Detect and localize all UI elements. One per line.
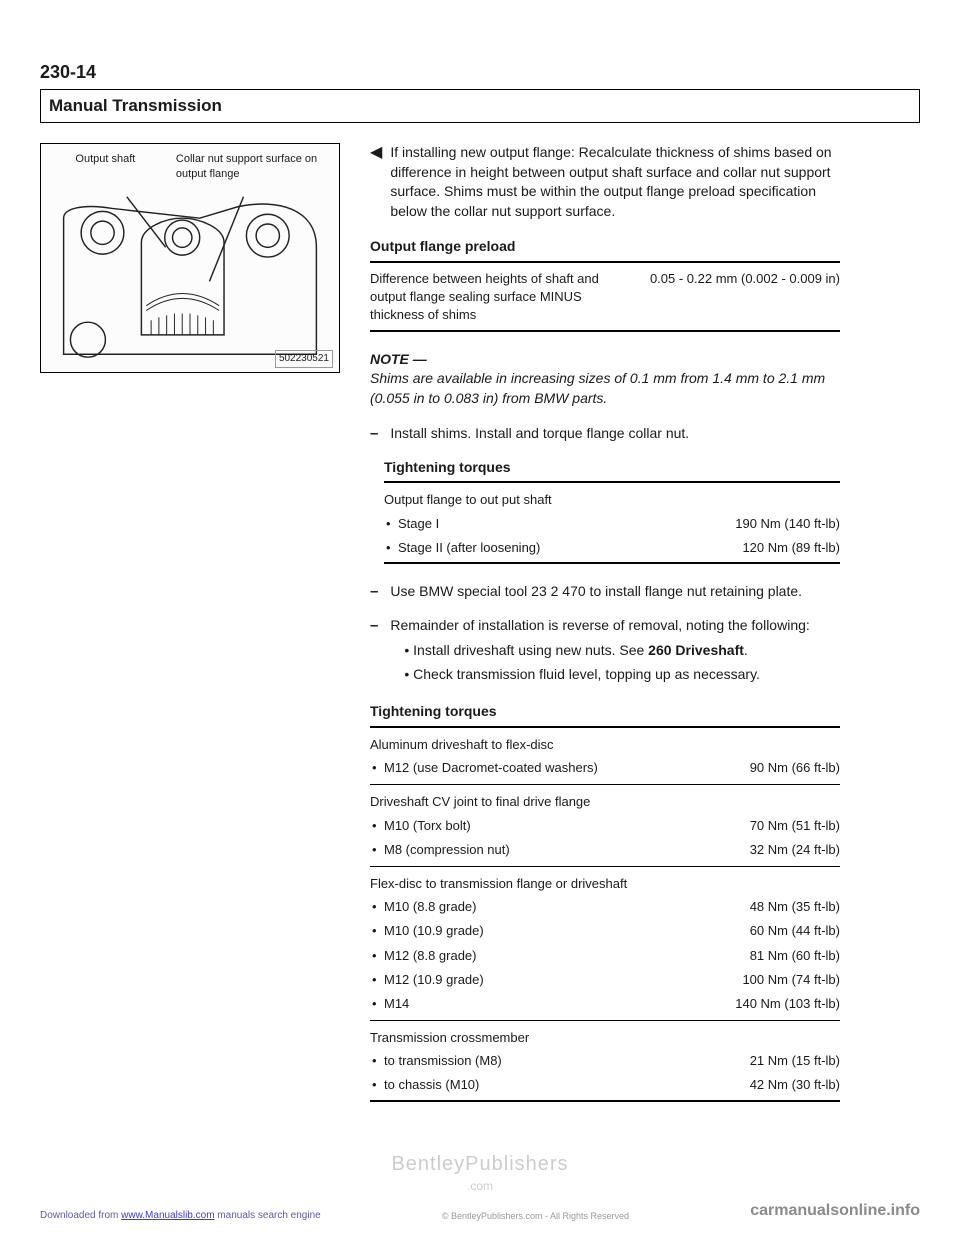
dash-icon: – <box>370 583 378 601</box>
footer-center: © BentleyPublishers.com - All Rights Res… <box>321 1210 750 1223</box>
torque-row: M8 (compression nut)32 Nm (24 ft-lb) <box>370 838 840 862</box>
sub-bullet: Check transmission fluid level, topping … <box>404 665 840 685</box>
watermark-sub: .com <box>40 1178 920 1195</box>
torques1-subhead: Output flange to out put shaft <box>384 487 840 511</box>
figure-id: 502230521 <box>275 350 333 368</box>
dash-icon: – <box>370 617 378 635</box>
dash3-block: Remainder of installation is reverse of … <box>390 616 840 689</box>
torque-row: to transmission (M8)21 Nm (15 ft-lb) <box>370 1049 840 1073</box>
torques1-spec: Tightening torques Output flange to out … <box>370 458 840 564</box>
dash-icon: – <box>370 425 378 443</box>
arrow-paragraph: If installing new output flange: Recalcu… <box>390 143 840 221</box>
page-number: 230-14 <box>40 60 920 85</box>
preload-spec: Output flange preload Difference between… <box>370 237 840 331</box>
torque-row: M10 (Torx bolt)70 Nm (51 ft-lb) <box>370 814 840 838</box>
page-title: Manual Transmission <box>40 89 920 123</box>
torque-row: M12 (8.8 grade)81 Nm (60 ft-lb) <box>370 944 840 968</box>
footer-link[interactable]: www.Manualslib.com <box>121 1210 214 1221</box>
torque-row: to chassis (M10)42 Nm (30 ft-lb) <box>370 1073 840 1097</box>
footer-left: Downloaded from www.Manualslib.com manua… <box>40 1209 321 1223</box>
note-head: NOTE — <box>370 350 840 370</box>
figure-label-left: Output shaft <box>49 152 162 183</box>
torque-row: Stage II (after loosening)120 Nm (89 ft-… <box>384 536 840 560</box>
dash1-text: Install shims. Install and torque flange… <box>390 424 840 444</box>
right-column: ◀ If installing new output flange: Recal… <box>370 143 840 1120</box>
torques2-title: Tightening torques <box>370 702 840 722</box>
figure-diagram <box>49 189 331 364</box>
arrow-icon: ◀ <box>370 145 382 161</box>
figure-label-right: Collar nut support surface on output fla… <box>176 152 331 183</box>
dash2-text: Use BMW special tool 23 2 470 to install… <box>390 582 840 602</box>
preload-label: Difference between heights of shaft and … <box>370 270 638 325</box>
torque-subhead: Driveshaft CV joint to final drive flang… <box>370 789 840 813</box>
torque-row: M12 (use Dacromet-coated washers)90 Nm (… <box>370 756 840 780</box>
figure: Output shaft Collar nut support surface … <box>40 143 340 373</box>
sub-bullet: Install driveshaft using new nuts. See 2… <box>404 641 840 661</box>
torque-row: M12 (10.9 grade)100 Nm (74 ft-lb) <box>370 968 840 992</box>
watermark: BentleyPublishers <box>40 1150 920 1178</box>
torques1-title: Tightening torques <box>384 458 840 478</box>
note-block: NOTE — Shims are available in increasing… <box>370 350 840 409</box>
torque-row: Stage I190 Nm (140 ft-lb) <box>384 512 840 536</box>
preload-value: 0.05 - 0.22 mm (0.002 - 0.009 in) <box>638 270 840 325</box>
preload-title: Output flange preload <box>370 237 840 257</box>
torques2-spec: Tightening torques Aluminum driveshaft t… <box>370 702 840 1101</box>
left-column: Output shaft Collar nut support surface … <box>40 143 340 1120</box>
footer-right: carmanualsonline.info <box>750 1200 920 1222</box>
torque-subhead: Aluminum driveshaft to flex-disc <box>370 732 840 756</box>
torque-row: M10 (8.8 grade)48 Nm (35 ft-lb) <box>370 895 840 919</box>
torque-row: M10 (10.9 grade)60 Nm (44 ft-lb) <box>370 919 840 943</box>
torque-subhead: Transmission crossmember <box>370 1025 840 1049</box>
note-body: Shims are available in increasing sizes … <box>370 369 840 408</box>
dash3-lead: Remainder of installation is reverse of … <box>390 617 809 633</box>
torque-subhead: Flex-disc to transmission flange or driv… <box>370 871 840 895</box>
torque-row: M14140 Nm (103 ft-lb) <box>370 992 840 1016</box>
footer: Downloaded from www.Manualslib.com manua… <box>40 1200 920 1222</box>
